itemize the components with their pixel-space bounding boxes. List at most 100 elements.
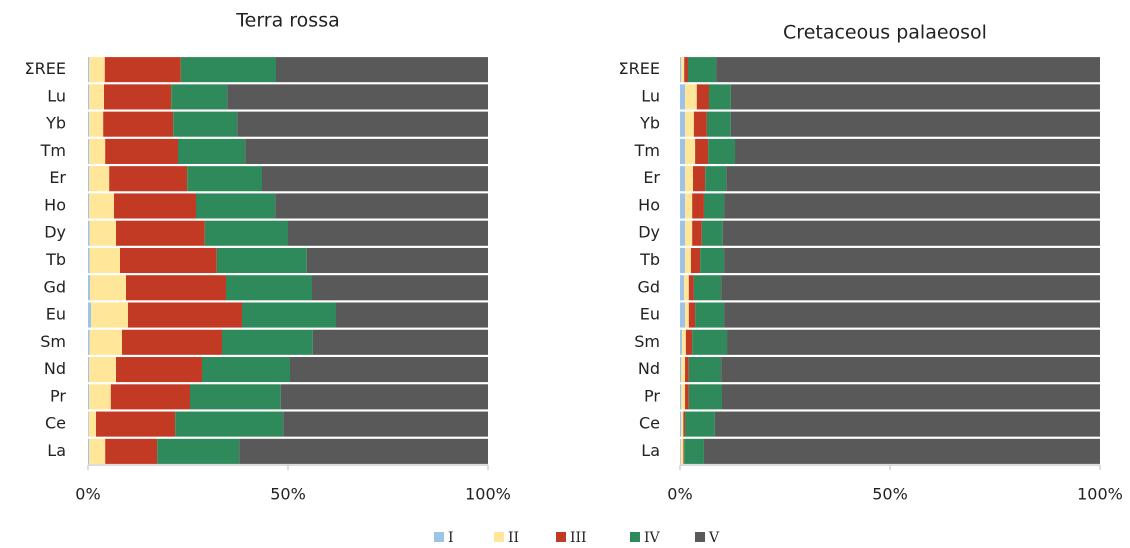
bar-segment [685, 220, 693, 246]
legend-swatch [630, 532, 640, 542]
y-tick-label: Sm [634, 332, 660, 351]
bar-segment [237, 111, 488, 137]
bar-segment [681, 357, 686, 383]
bar-segment [171, 84, 228, 110]
bar-segment [708, 138, 736, 164]
y-tick-label: Yb [639, 114, 660, 133]
bar-segment [89, 357, 116, 383]
y-tick-label: La [641, 441, 660, 460]
bar-segment [88, 138, 90, 164]
x-tick-label: 0% [75, 485, 100, 504]
y-tick-label: Er [49, 168, 66, 187]
bar-segment [120, 247, 217, 274]
bar-segment [312, 275, 488, 301]
bar-segment [682, 329, 686, 355]
bar-segment [88, 384, 90, 410]
bar-segment [680, 111, 686, 137]
bar-segment [88, 84, 90, 110]
y-tick-label: Pr [50, 386, 66, 405]
bar-segment [685, 166, 694, 192]
bar-segment [730, 111, 1100, 137]
bar-segment [685, 329, 693, 355]
bar-segment [336, 302, 488, 328]
bar-segment [242, 302, 336, 328]
bar-segment [226, 275, 312, 301]
bar-segment [88, 275, 90, 301]
y-tick-label: Nd [638, 359, 660, 378]
chart-title: Terra rossa [235, 10, 340, 32]
bar-segment [685, 357, 689, 383]
bar-segment [696, 84, 709, 110]
bar-segment [680, 57, 682, 83]
bar-segment [685, 247, 691, 274]
bar-segment [110, 384, 190, 410]
y-tick-label: Tm [40, 141, 66, 160]
bar-segment [116, 357, 202, 383]
x-tick-label: 100% [1077, 485, 1123, 504]
bar-segment [196, 193, 276, 219]
bar-segment [706, 111, 731, 137]
bar-segment [173, 111, 238, 137]
x-tick-label: 100% [465, 485, 511, 504]
bar-segment [88, 111, 90, 137]
bar-segment [89, 247, 120, 274]
bar-segment [227, 84, 488, 110]
bar-segment [88, 220, 90, 246]
bar-segment [89, 166, 110, 192]
bar-segment [727, 329, 1100, 355]
bar-segment [680, 166, 686, 192]
bar-segment [89, 193, 114, 219]
bar-segment [290, 357, 488, 383]
bar-segment [96, 411, 176, 437]
bar-segment [703, 438, 1100, 464]
legend-label: V [708, 530, 720, 546]
bar-segment [724, 193, 1100, 219]
bar-segment [680, 247, 686, 274]
bar-segment [88, 166, 90, 192]
bar-segment [714, 411, 1100, 437]
bar-segment [684, 57, 688, 83]
y-tick-label: Ho [44, 195, 66, 214]
bar-segment [88, 302, 92, 328]
bar-segment [245, 138, 488, 164]
bar-segment [680, 357, 682, 383]
y-tick-label: Dy [44, 223, 66, 242]
bar-segment [685, 384, 689, 410]
bar-segment [692, 329, 728, 355]
bar-segment [89, 138, 106, 164]
bar-segment [122, 329, 222, 355]
bar-segment [280, 384, 488, 410]
bar-segment [681, 384, 686, 410]
bar-segment [680, 438, 681, 464]
bar-segment [275, 193, 488, 219]
bar-segment [222, 329, 313, 355]
bar-segment [88, 357, 90, 383]
legend-swatch [556, 532, 566, 542]
bar-segment [701, 220, 723, 246]
bar-segment [705, 166, 727, 192]
bar-segment [721, 275, 1100, 301]
y-tick-label: Ho [638, 195, 660, 214]
bar-segment [178, 138, 246, 164]
bar-segment [681, 57, 685, 83]
bar-segment [89, 111, 104, 137]
bar-segment [708, 84, 731, 110]
bar-segment [688, 275, 694, 301]
bar-segment [685, 411, 715, 437]
bar-segment [722, 220, 1100, 246]
bar-segment [721, 357, 1100, 383]
y-tick-label: ΣREE [619, 59, 660, 78]
bar-segment [216, 247, 307, 274]
bar-segment [683, 411, 686, 437]
bar-segment [693, 166, 706, 192]
bar-segment [88, 193, 90, 219]
bar-segment [105, 138, 178, 164]
bar-segment [88, 57, 90, 83]
bar-segment [312, 329, 488, 355]
y-tick-label: Lu [47, 86, 66, 105]
bar-segment [685, 138, 696, 164]
y-tick-label: Er [643, 168, 660, 187]
y-tick-label: Pr [644, 386, 660, 405]
bar-segment [114, 193, 196, 219]
